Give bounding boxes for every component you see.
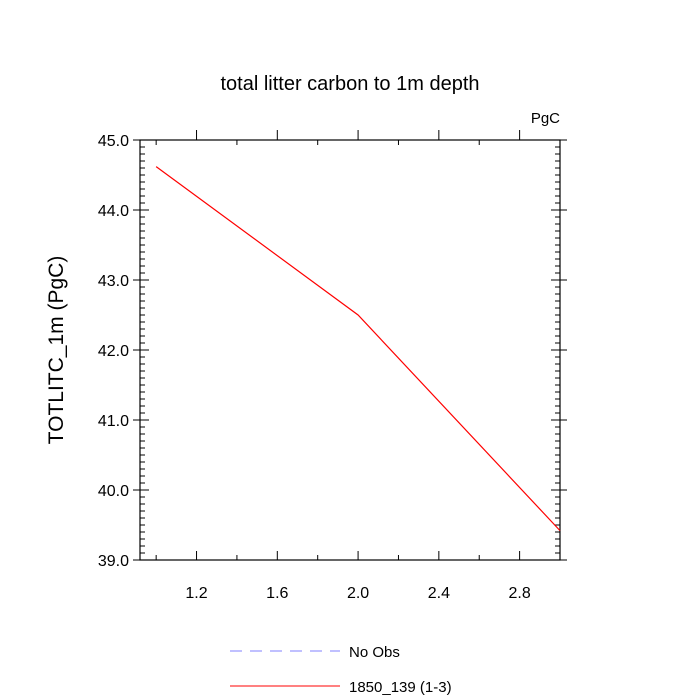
legend-label: 1850_139 (1-3)	[349, 679, 452, 696]
y-axis-label: TOTLITC_1m (PgC)	[45, 256, 68, 445]
x-tick-label: 2.4	[428, 585, 450, 602]
plot-frame	[139, 139, 561, 561]
x-tick-label: 2.0	[347, 585, 369, 602]
y-tick-label: 41.0	[98, 413, 129, 430]
y-tick-label: 45.0	[98, 133, 129, 150]
y-tick-label: 40.0	[98, 483, 129, 500]
legend: No Obs 1850_139 (1-3)	[230, 644, 452, 696]
y-tick-label: 43.0	[98, 273, 129, 290]
y-tick-label: 39.0	[98, 553, 129, 570]
chart-title: total litter carbon to 1m depth	[220, 73, 479, 95]
x-tick-label: 1.6	[266, 585, 288, 602]
y-tick-label: 44.0	[98, 203, 129, 220]
y-axis-ticks: 39.0 40.0 41.0 42.0 43.0 44.0 45.0	[98, 133, 567, 570]
x-axis-ticks: 1.2 1.6 2.0 2.4 2.8	[155, 130, 561, 602]
x-tick-label: 2.8	[508, 585, 530, 602]
series-line	[155, 166, 561, 532]
y-tick-label: 42.0	[98, 343, 129, 360]
plot-area: 39.0 40.0 41.0 42.0 43.0 44.0 45.0 1.2 1.6 2.0 2.…	[98, 130, 567, 602]
legend-label: No Obs	[349, 644, 400, 661]
x-tick-label: 1.2	[185, 585, 207, 602]
series-layer	[155, 166, 561, 532]
units-label: PgC	[531, 110, 560, 127]
